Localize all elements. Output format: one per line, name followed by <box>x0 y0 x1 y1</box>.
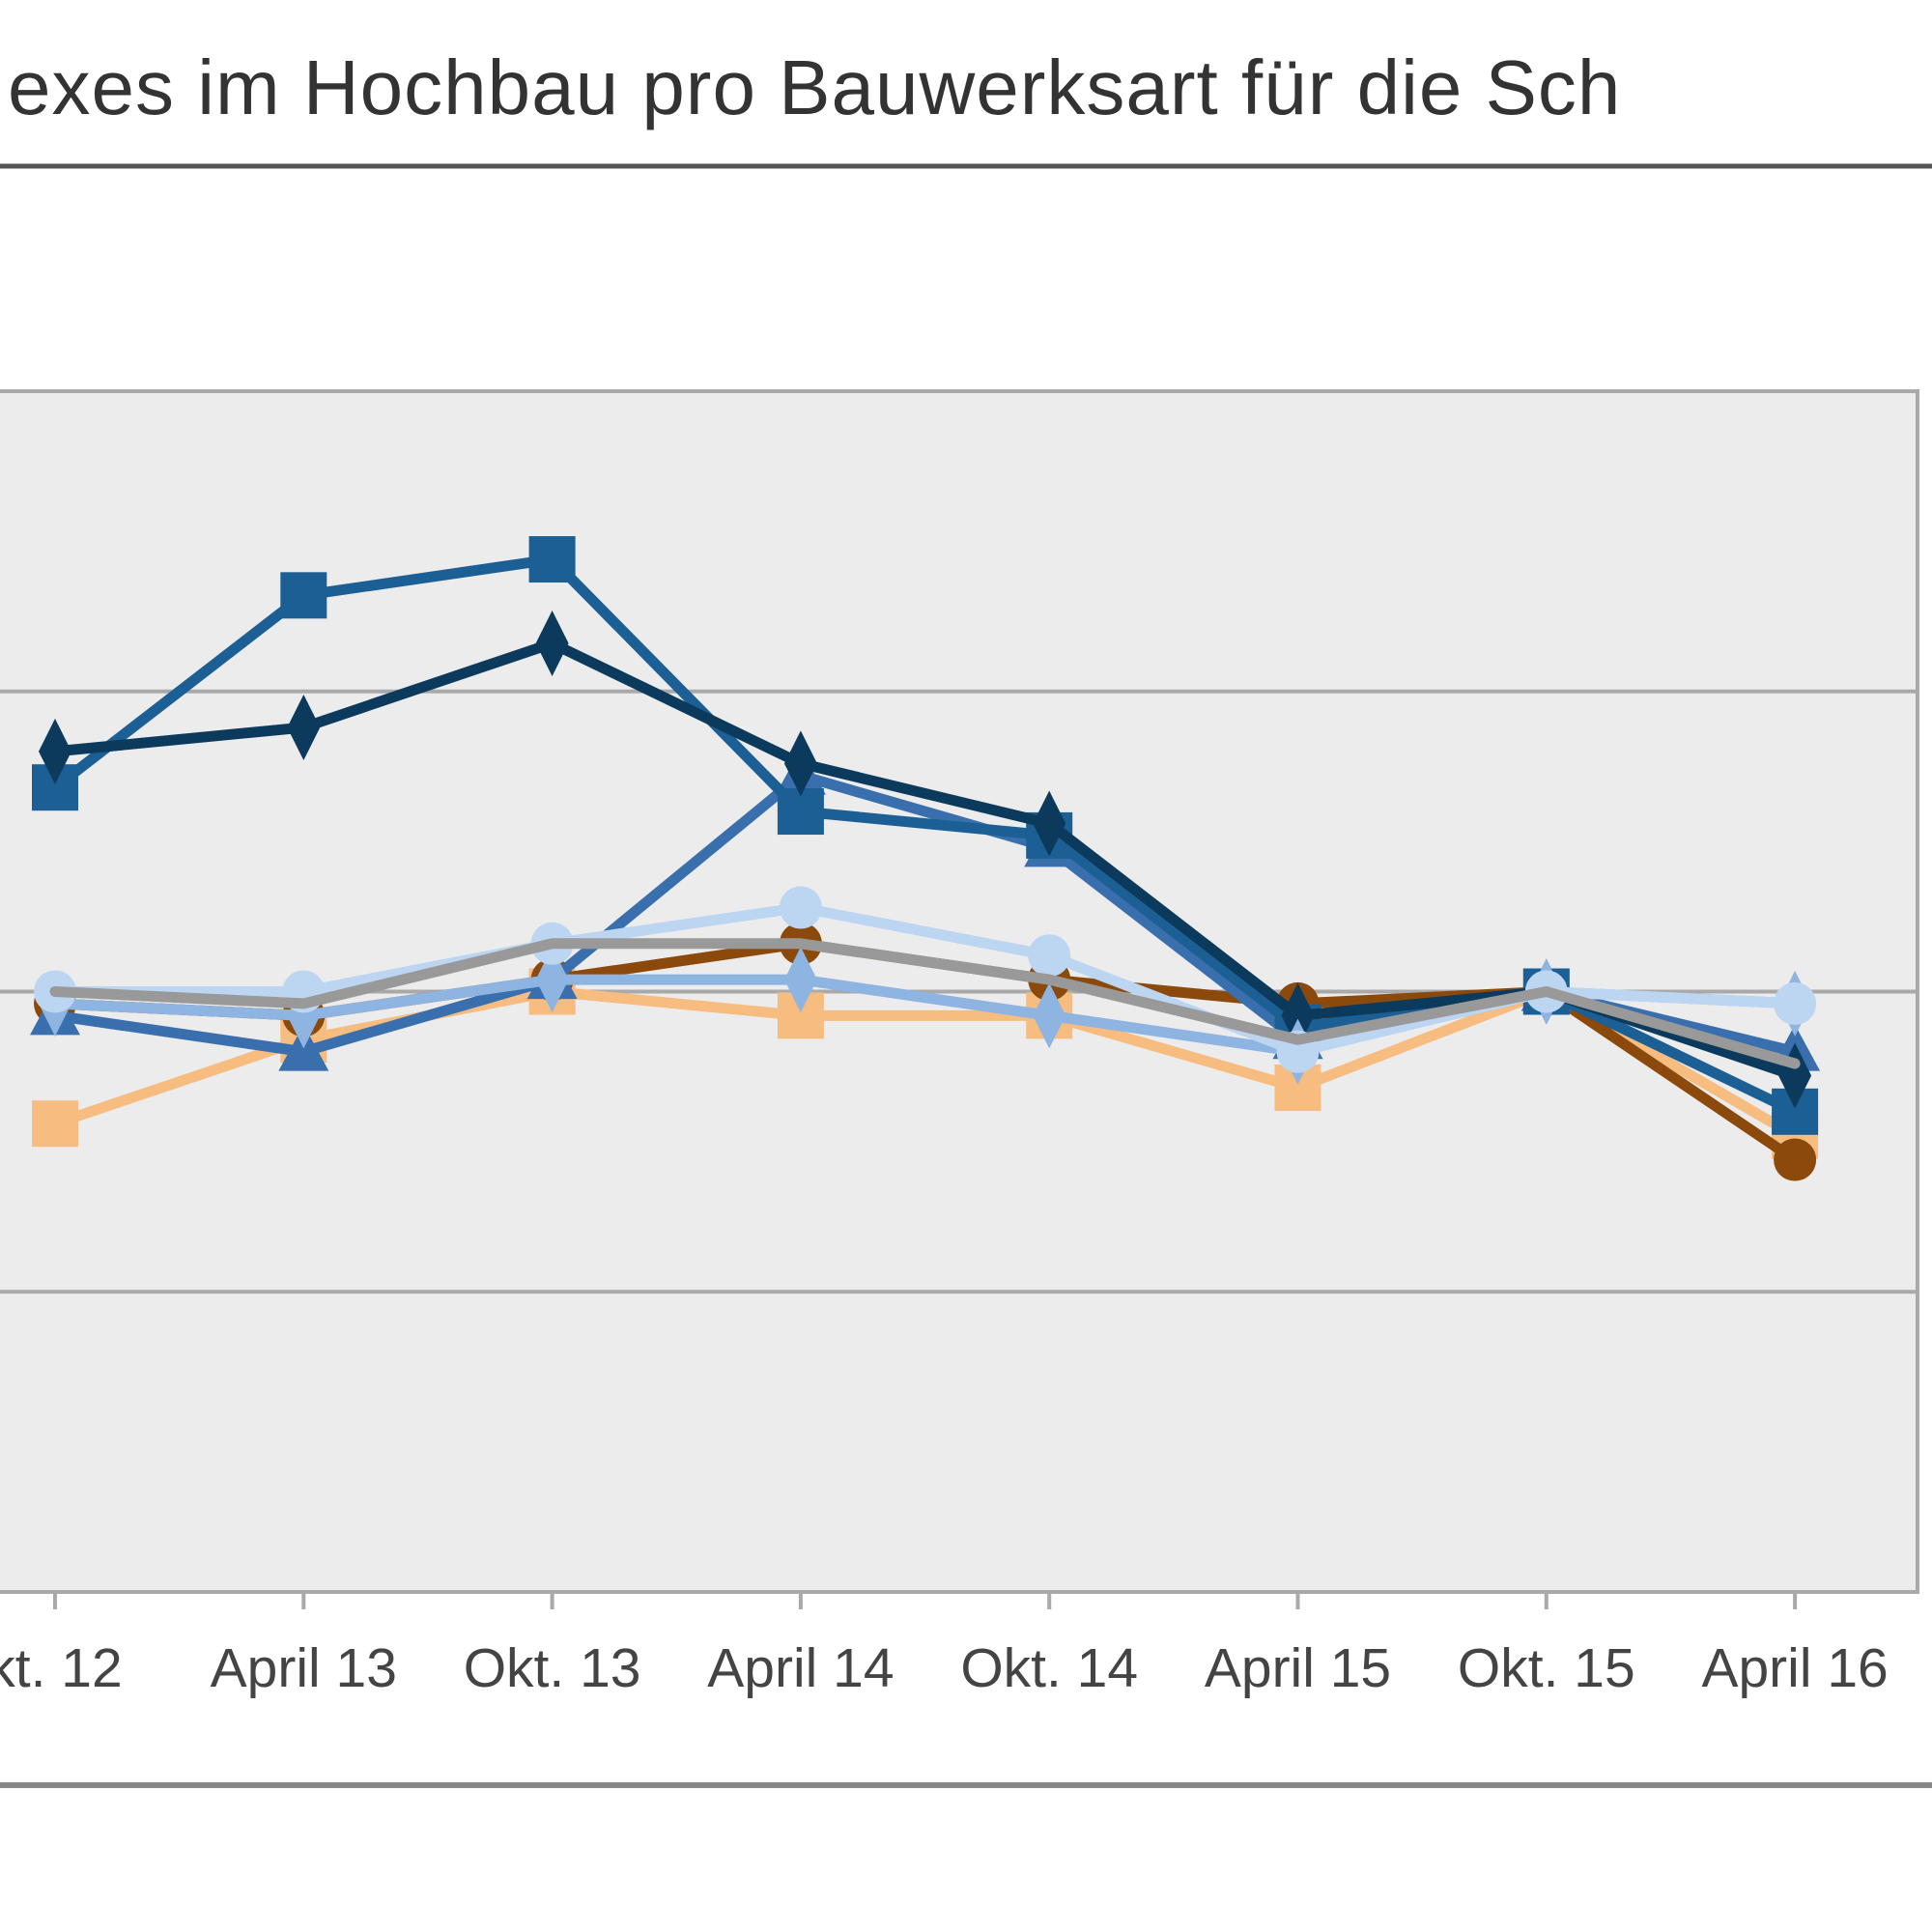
data-point-diamond <box>1033 982 1066 1049</box>
x-tick-label: April 13 <box>211 1637 397 1699</box>
data-point-diamond <box>1033 790 1066 857</box>
x-tick-label: April 16 <box>1701 1637 1888 1699</box>
x-tick-label: kt. 12 <box>0 1637 123 1699</box>
x-tick-label: Okt. 13 <box>464 1637 641 1699</box>
series-layer <box>30 536 1821 1181</box>
x-tick-label: Okt. 15 <box>1458 1637 1635 1699</box>
data-point-diamond <box>535 611 569 677</box>
x-tick-label: April 14 <box>707 1637 894 1699</box>
series-line <box>49 986 1801 1142</box>
data-point-circle <box>1028 934 1071 978</box>
chart-title: exes im Hochbau pro Bauwerksart für die … <box>8 44 1621 130</box>
data-point-circle <box>779 886 822 929</box>
x-axis-ticks: kt. 12 April 13 Okt. 13 April 14 Okt. 14 Apri… <box>0 1592 1889 1699</box>
x-tick-label: Okt. 14 <box>960 1637 1138 1699</box>
data-point-square <box>280 572 327 619</box>
plot-border <box>0 389 1919 1594</box>
data-series <box>49 938 1801 1069</box>
data-point-square <box>32 1100 78 1148</box>
data-point-diamond <box>39 718 71 784</box>
data-point-diamond <box>287 695 321 761</box>
x-tick-label: April 15 <box>1205 1637 1391 1699</box>
data-point-square <box>528 536 576 583</box>
data-point-circle <box>1774 1138 1817 1181</box>
series-line <box>49 938 1801 1069</box>
data-point-diamond <box>783 947 817 1013</box>
data-point-circle <box>1774 981 1817 1025</box>
data-point-diamond <box>783 730 817 797</box>
